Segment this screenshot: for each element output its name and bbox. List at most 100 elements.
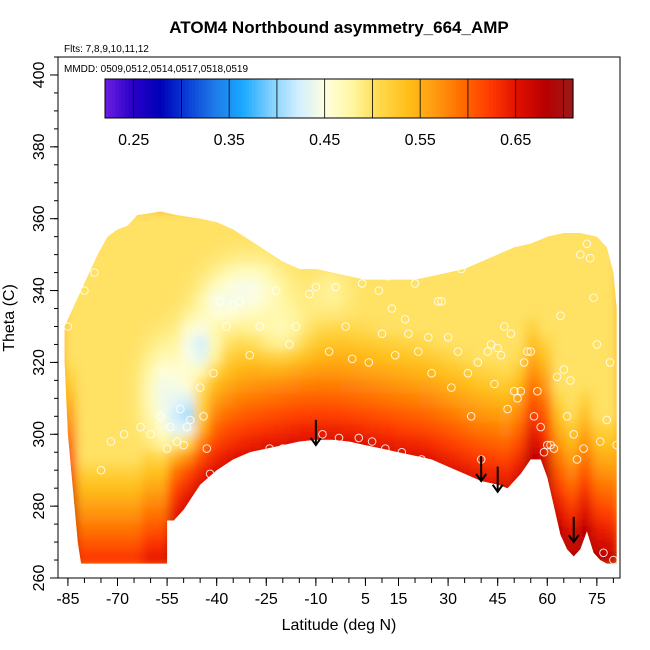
heatmap-cell	[340, 211, 358, 221]
heatmap-cell	[261, 475, 279, 494]
heatmap-cell	[353, 331, 371, 351]
flight-point	[549, 444, 559, 453]
colorbar-cell	[258, 79, 263, 118]
heatmap-cell	[287, 504, 305, 523]
flight-point	[215, 297, 225, 306]
heatmap-cell	[208, 518, 226, 537]
heatmap-cell	[538, 547, 556, 564]
heatmap-cell	[261, 216, 279, 236]
heatmap-cell	[75, 211, 93, 221]
heatmap-cell	[234, 403, 252, 422]
heatmap-cell	[89, 346, 107, 365]
heatmap-cell	[485, 417, 503, 437]
flight-point	[523, 347, 532, 356]
heatmap-cell	[485, 489, 503, 509]
x-tick-label: 30	[439, 591, 457, 608]
heatmap-cell	[155, 475, 173, 494]
flight-point	[202, 444, 212, 453]
heatmap-cell	[446, 274, 464, 293]
heatmap-cell	[313, 374, 332, 394]
heatmap-cell	[181, 461, 199, 480]
heatmap-cell	[234, 216, 252, 236]
colorbar-cell	[298, 79, 303, 118]
heatmap-cell	[181, 475, 199, 494]
flight-point	[199, 412, 208, 421]
heatmap-cell	[155, 417, 173, 437]
heatmap-cell	[604, 461, 617, 480]
colorbar-frame	[104, 78, 574, 119]
heatmap-cell	[168, 417, 186, 437]
heatmap-cell	[287, 211, 305, 221]
heatmap-cell	[313, 231, 332, 250]
flight-point	[271, 286, 281, 295]
flight-point	[473, 358, 483, 367]
colorbar-cell	[322, 79, 327, 118]
heatmap-cell	[261, 547, 279, 564]
colorbar-cell	[175, 79, 180, 118]
flight-point	[516, 386, 526, 396]
heatmap-cell	[64, 245, 80, 264]
heatmap-cell	[591, 346, 609, 365]
heatmap-cell	[115, 403, 133, 422]
heatmap-cell	[578, 259, 596, 279]
heatmap-cell	[300, 274, 318, 293]
heatmap-cell	[432, 518, 451, 537]
heatmap-cell	[247, 346, 265, 365]
heatmap-cell	[75, 504, 93, 523]
colorbar-cell	[415, 79, 420, 118]
heatmap-cell	[512, 331, 530, 351]
heatmap-cell	[380, 317, 398, 336]
heatmap-cell	[578, 417, 596, 437]
heatmap-cell	[115, 446, 133, 465]
heatmap-cell	[525, 389, 543, 408]
colorbar-cell	[335, 79, 340, 118]
flight-point	[235, 297, 245, 306]
colorbar-cell	[328, 79, 333, 118]
heatmap-cell	[181, 389, 199, 408]
heatmap-cell	[578, 245, 596, 264]
heatmap-cell	[234, 504, 252, 523]
heatmap-cell	[115, 259, 133, 279]
flight-point	[354, 433, 364, 443]
heatmap-cell	[591, 231, 609, 250]
heatmap-cell	[221, 231, 239, 250]
heatmap-cell	[525, 432, 543, 451]
flight-point	[410, 279, 420, 288]
flight-point	[228, 300, 238, 310]
arrow-head	[491, 484, 504, 494]
flight-point	[318, 430, 327, 439]
heatmap-cell	[313, 446, 332, 465]
heatmap-cell	[128, 331, 146, 351]
heatmap-cell	[274, 216, 292, 236]
heatmap-cell	[459, 403, 477, 422]
heatmap-cell	[591, 360, 609, 379]
heatmap-cell	[353, 216, 371, 236]
x-tick-label: 45	[489, 591, 507, 608]
heatmap-cell	[499, 532, 517, 552]
heatmap-cell	[353, 532, 371, 552]
heatmap-cell	[459, 389, 477, 408]
heatmap-cell	[406, 302, 424, 322]
heatmap-cell	[578, 302, 596, 322]
heatmap-cell	[181, 346, 199, 365]
colorbar-cell	[399, 79, 404, 118]
flight-point	[579, 444, 588, 453]
heatmap-cell	[194, 461, 212, 480]
heatmap-cell	[591, 317, 609, 336]
heatmap-cell	[499, 374, 517, 394]
flight-point	[331, 282, 341, 292]
heatmap-cell	[234, 417, 252, 437]
heatmap-cell	[459, 547, 477, 564]
heatmap-cell	[406, 518, 424, 537]
heatmap-cell	[340, 245, 358, 264]
heatmap-cell	[406, 489, 424, 509]
heatmap-cell	[64, 231, 80, 250]
heatmap-cell	[578, 374, 596, 394]
heatmap-cell	[221, 518, 239, 537]
heatmap-cell	[499, 288, 517, 307]
heatmap-cell	[446, 245, 464, 264]
heatmap-cell	[115, 432, 133, 451]
heatmap-cell	[115, 504, 133, 523]
heatmap-cell	[89, 389, 107, 408]
colorbar-cell	[402, 79, 407, 118]
